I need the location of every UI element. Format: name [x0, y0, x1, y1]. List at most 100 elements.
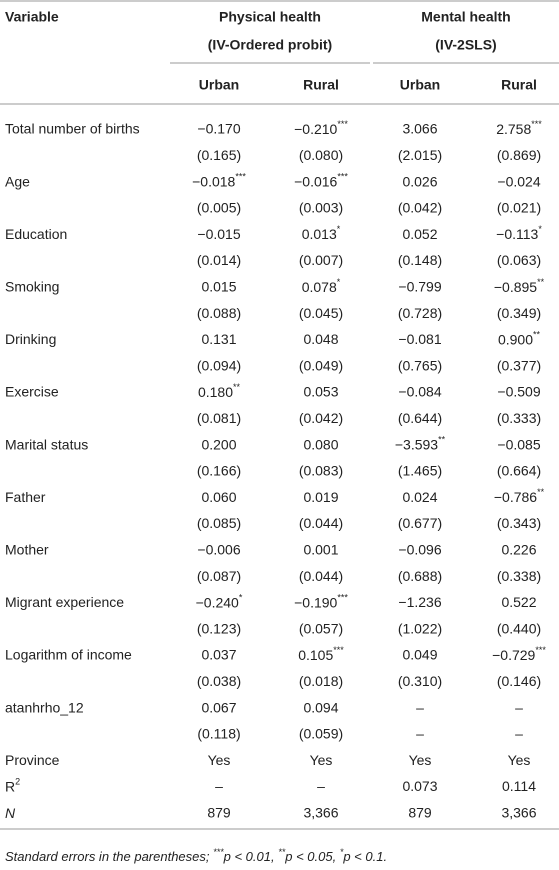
cell: 0.226 — [501, 542, 536, 558]
cell: −0.024 — [497, 173, 540, 189]
cell: 0.094 — [303, 699, 338, 715]
cell: (0.038) — [197, 673, 241, 689]
footnote: Standard errors in the parentheses; ***p… — [5, 847, 387, 864]
cell: (0.343) — [497, 515, 541, 531]
cell: 0.180** — [198, 382, 241, 399]
cell: 0.067 — [201, 699, 236, 715]
cell: (0.042) — [299, 410, 343, 426]
cell-text: 0.900 — [498, 331, 533, 347]
cell: Yes — [208, 752, 231, 768]
cell-text: −0.016 — [294, 173, 337, 189]
row-label: Age — [5, 173, 30, 189]
cell-text: −0.786 — [494, 489, 537, 505]
cell: (0.094) — [197, 357, 241, 373]
cell: (0.146) — [497, 673, 541, 689]
cell: (0.059) — [299, 726, 343, 742]
cell: 0.200 — [201, 436, 236, 452]
cell: (0.664) — [497, 463, 541, 479]
column-header: Urban — [199, 77, 239, 93]
footnote-text: p < 0.01, — [223, 849, 279, 864]
cell: (0.049) — [299, 357, 343, 373]
cell: (0.085) — [197, 515, 241, 531]
cell-sup: * — [337, 225, 341, 235]
cell: −0.084 — [398, 384, 441, 400]
row-label: Exercise — [5, 384, 59, 400]
column-header: Rural — [303, 77, 339, 93]
footnote-text: p < 0.1. — [342, 849, 387, 864]
cell: (0.045) — [299, 305, 343, 321]
cell: (0.088) — [197, 305, 241, 321]
cell-text: 2.758 — [496, 121, 531, 137]
column-header: Urban — [400, 77, 440, 93]
cell: (0.310) — [398, 673, 442, 689]
cell: (0.123) — [197, 620, 241, 636]
cell: (0.057) — [299, 620, 343, 636]
cell-sup: ** — [438, 435, 446, 445]
row-label: Education — [5, 226, 67, 242]
cell: 0.114 — [502, 778, 536, 794]
cell: 0.024 — [402, 489, 437, 505]
row-label-text: N — [5, 805, 16, 821]
cell: (0.148) — [398, 252, 442, 268]
cell: (0.021) — [497, 200, 541, 216]
row-label: Drinking — [5, 331, 56, 347]
cell-text: 0.013 — [302, 226, 337, 242]
cell: Yes — [409, 752, 432, 768]
cell: (0.377) — [497, 357, 541, 373]
cell: – — [215, 778, 223, 794]
cell-sup: *** — [531, 119, 542, 129]
cell-sup: ** — [533, 330, 541, 340]
cell-sup: *** — [337, 172, 348, 182]
cell: (0.018) — [299, 673, 343, 689]
cell: – — [416, 726, 424, 742]
cell: 0.001 — [303, 542, 338, 558]
row-label: Smoking — [5, 279, 59, 295]
footnote-sup: * — [340, 847, 344, 857]
cell: 0.053 — [303, 384, 338, 400]
row-label: Logarithm of income — [5, 647, 132, 663]
cell: 0.019 — [303, 489, 338, 505]
cell: −0.018*** — [192, 172, 246, 189]
cell: (0.044) — [299, 568, 343, 584]
cell: (0.728) — [398, 305, 442, 321]
row-label: atanhrho_12 — [5, 699, 84, 715]
row-label: Mother — [5, 542, 49, 558]
group-subtitle: (IV-Ordered probit) — [208, 37, 332, 53]
cell: 2.758*** — [496, 119, 542, 136]
cell: 0.013* — [302, 225, 341, 242]
cell: 879 — [207, 805, 231, 821]
cell: (0.644) — [398, 410, 442, 426]
cell: 0.105*** — [298, 645, 344, 662]
cell: −0.006 — [197, 542, 240, 558]
cell: (0.677) — [398, 515, 442, 531]
column-header: Rural — [501, 77, 537, 93]
cell-sup: ** — [233, 382, 241, 392]
cell: −0.729*** — [492, 645, 546, 662]
cell: (0.869) — [497, 147, 541, 163]
cell: (0.080) — [299, 147, 343, 163]
cell: (2.015) — [398, 147, 442, 163]
cell: −0.509 — [497, 384, 540, 400]
cell-text: −0.210 — [294, 121, 337, 137]
cell-sup: * — [239, 593, 243, 603]
cell-text: 0.105 — [298, 647, 333, 663]
cell: (0.081) — [197, 410, 241, 426]
cell: (0.083) — [299, 463, 343, 479]
cell: (0.044) — [299, 515, 343, 531]
cell: −0.096 — [398, 542, 441, 558]
cell-text: −0.240 — [196, 594, 239, 610]
row-label: R2 — [5, 777, 20, 794]
cell-text: −3.593 — [395, 436, 438, 452]
cell-sup: *** — [337, 119, 348, 129]
cell: (0.165) — [197, 147, 241, 163]
cell: 879 — [408, 805, 432, 821]
row-label-text: R — [5, 778, 15, 794]
cell: 0.131 — [201, 331, 236, 347]
cell-sup: ** — [537, 277, 545, 287]
cell: (0.118) — [197, 726, 240, 742]
group-title: Mental health — [421, 9, 510, 25]
row-label-sup: 2 — [15, 777, 20, 787]
row-label: Migrant experience — [5, 594, 124, 610]
cell: 0.026 — [402, 173, 437, 189]
